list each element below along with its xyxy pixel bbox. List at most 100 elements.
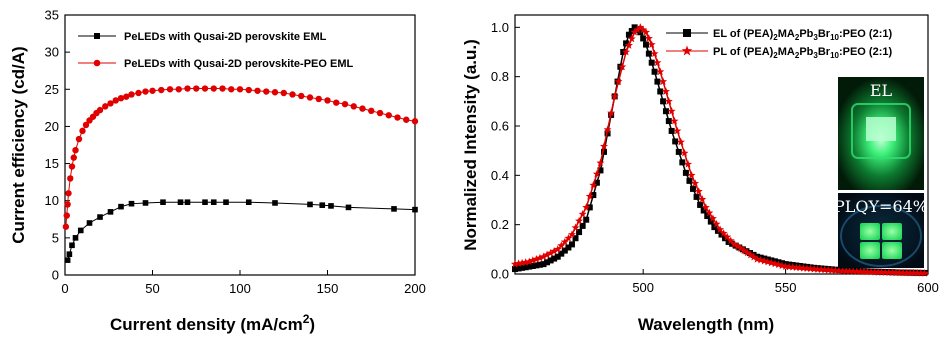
data-point-pl bbox=[560, 237, 569, 246]
data-point-pl bbox=[546, 248, 555, 257]
data-point-peo-eml bbox=[112, 97, 119, 104]
data-point-pl bbox=[627, 34, 636, 43]
data-point-peo-eml bbox=[166, 86, 174, 93]
data-point-pl bbox=[733, 242, 742, 250]
legend-el-part-2: MA bbox=[778, 28, 795, 40]
data-point-el bbox=[648, 59, 655, 66]
y-tick-label-right: 0.2 bbox=[491, 217, 509, 232]
data-point-eml bbox=[77, 227, 84, 234]
data-point-pl bbox=[642, 28, 651, 36]
legend-el-part-3: Pb bbox=[799, 28, 813, 40]
data-point-peo-eml bbox=[102, 103, 109, 110]
data-point-pl bbox=[877, 268, 886, 276]
data-point-peo-eml bbox=[175, 86, 182, 93]
data-point-peo-eml bbox=[62, 223, 70, 230]
data-point-eml bbox=[328, 203, 334, 209]
y-tick-label-right: 1.0 bbox=[491, 20, 509, 35]
data-point-eml bbox=[319, 202, 326, 208]
data-point-pl bbox=[845, 267, 854, 275]
data-point-el bbox=[536, 261, 543, 268]
y-tick-label-left: 15 bbox=[45, 156, 59, 171]
x-tick-label-right: 550 bbox=[775, 280, 797, 295]
data-point-el bbox=[597, 167, 604, 174]
data-point-el bbox=[657, 88, 664, 95]
data-point-pl bbox=[767, 258, 776, 267]
data-point-el bbox=[682, 169, 689, 176]
data-point-peo-eml bbox=[376, 109, 384, 117]
data-point-peo-eml bbox=[65, 190, 72, 197]
data-point-pl bbox=[624, 41, 633, 49]
data-point-pl bbox=[849, 267, 858, 275]
data-point-eml bbox=[118, 203, 124, 210]
y-tick-label-left: 20 bbox=[45, 119, 59, 134]
data-point-pl bbox=[525, 257, 534, 266]
data-point-pl bbox=[680, 148, 689, 157]
data-point-el bbox=[662, 108, 669, 115]
y-tick-label-right: 0.6 bbox=[491, 119, 509, 134]
data-point-pl bbox=[567, 230, 576, 238]
data-point-pl bbox=[633, 25, 642, 34]
data-point-el bbox=[651, 68, 658, 75]
data-point-pl bbox=[810, 264, 819, 273]
legend-right: EL of (PEA)2MA2Pb3Br10:PEO (2:1) PL of (… bbox=[666, 28, 892, 60]
data-point-pl bbox=[820, 265, 829, 274]
data-point-pl bbox=[600, 142, 608, 150]
data-point-eml bbox=[72, 235, 79, 241]
inset-plqy-label: PLQY=64% bbox=[834, 197, 928, 216]
data-point-pl bbox=[785, 262, 794, 271]
data-point-el bbox=[643, 41, 650, 48]
data-point-pl bbox=[571, 223, 580, 232]
data-point-peo-eml bbox=[63, 212, 70, 219]
legend-el-sub-1: 2 bbox=[773, 33, 778, 42]
legend-pl-part-4: Br bbox=[818, 46, 831, 58]
data-point-pl bbox=[656, 67, 665, 76]
data-point-pl bbox=[831, 266, 840, 274]
x-axis-label-right: Wavelength (nm) bbox=[638, 315, 774, 334]
data-point-el bbox=[551, 255, 558, 262]
data-point-pl bbox=[920, 269, 929, 277]
data-point-el bbox=[529, 262, 536, 269]
legend-pl-sub-1: 2 bbox=[773, 51, 778, 60]
data-point-pl bbox=[701, 203, 710, 211]
data-point-pl bbox=[528, 256, 537, 264]
y-tick-label-left: 25 bbox=[45, 82, 59, 97]
data-point-pl bbox=[585, 192, 594, 200]
data-point-peo-eml bbox=[368, 107, 375, 115]
data-point-peo-eml bbox=[315, 95, 322, 103]
data-point-el bbox=[623, 40, 630, 47]
data-point-pl bbox=[736, 244, 745, 253]
data-point-pl bbox=[749, 252, 758, 261]
data-point-pl bbox=[874, 268, 883, 276]
data-point-pl bbox=[817, 265, 826, 273]
data-point-el bbox=[565, 244, 572, 251]
y-axis-label-left: Current efficiency (cd/A) bbox=[9, 46, 28, 243]
series-left bbox=[62, 85, 419, 263]
data-point-pl bbox=[899, 268, 908, 277]
y-tick-label-left: 35 bbox=[45, 8, 59, 23]
data-point-eml bbox=[345, 204, 352, 211]
data-point-pl bbox=[592, 169, 601, 178]
legend-el-part-5: :PEO (2:1) bbox=[839, 28, 893, 40]
data-point-eml bbox=[97, 214, 103, 220]
data-point-pl bbox=[553, 245, 562, 253]
data-point-eml bbox=[177, 199, 184, 205]
data-point-pl bbox=[614, 77, 623, 85]
inset-plqy-square-1 bbox=[860, 223, 880, 240]
data-point-eml bbox=[107, 209, 114, 215]
data-point-el bbox=[515, 265, 522, 272]
data-point-pl bbox=[760, 256, 769, 265]
x-axis-label-left-close: ) bbox=[309, 315, 315, 334]
data-point-pl bbox=[661, 87, 670, 95]
data-point-peo-eml bbox=[411, 118, 419, 125]
inset-el-pixel bbox=[866, 117, 896, 141]
x-axis-label-left-sup: 2 bbox=[303, 312, 310, 326]
data-point-pl bbox=[694, 187, 703, 195]
data-point-pl bbox=[603, 125, 612, 134]
legend-label-eml: PeLEDs with Qusai-2D perovskite EML bbox=[124, 31, 327, 43]
data-point-peo-eml bbox=[394, 114, 401, 121]
data-point-pl bbox=[705, 208, 714, 217]
data-point-el bbox=[561, 247, 568, 254]
data-point-el bbox=[645, 50, 652, 57]
